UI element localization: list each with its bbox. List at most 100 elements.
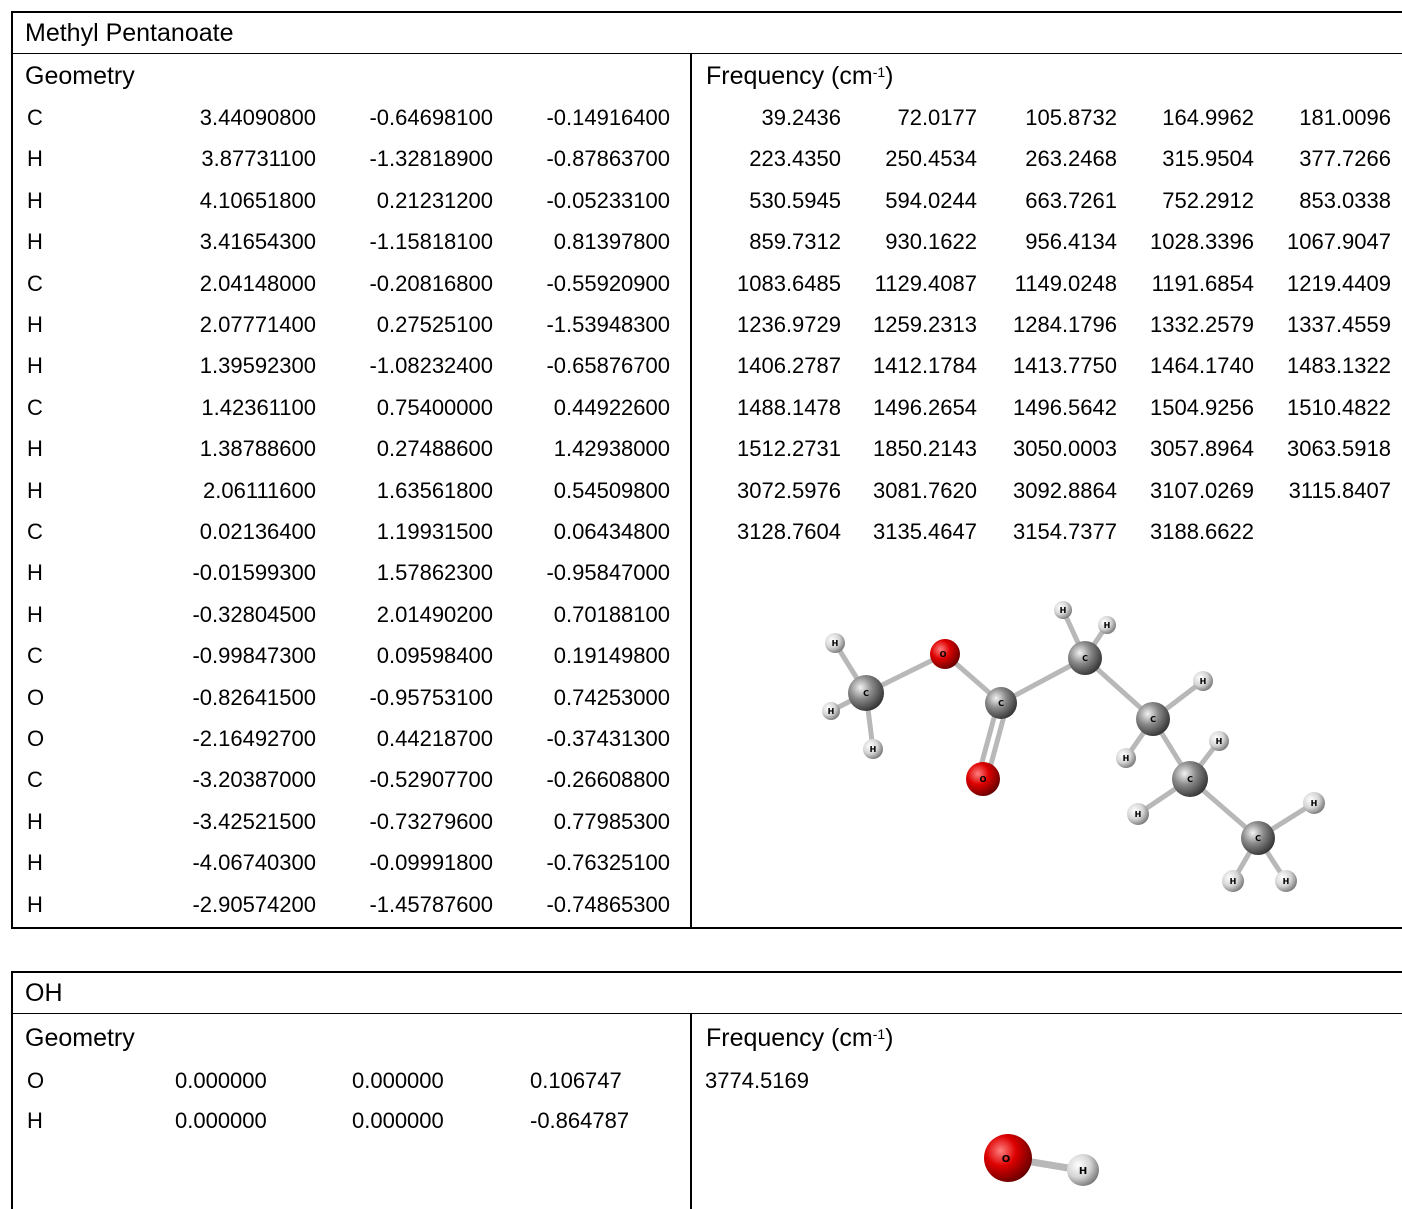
frequency-header: Frequency (cm-1) <box>706 1024 894 1052</box>
frequency-value: 3072.5976 <box>737 477 841 503</box>
molecule-title: Methyl Pentanoate <box>25 19 234 47</box>
frequency-value: 1413.7750 <box>1013 353 1117 379</box>
geometry-coordinate-y: 0.000000 <box>352 1068 444 1093</box>
geometry-coordinate-x: 2.07771400 <box>199 312 316 337</box>
svg-text:C: C <box>1082 654 1088 663</box>
column-divider <box>690 1013 692 1209</box>
geometry-coordinate-x: -0.82641500 <box>192 684 316 710</box>
frequency-value: 263.2468 <box>1025 146 1117 172</box>
geometry-coordinate-z: -0.14916400 <box>546 105 670 130</box>
frequency-value: 39.2436 <box>761 105 841 130</box>
geometry-header: Geometry <box>25 1024 135 1052</box>
frequency-value: 3050.0003 <box>1013 436 1117 462</box>
frequency-value: 752.2912 <box>1162 187 1254 213</box>
geometry-coordinate-z: 0.74253000 <box>553 684 670 710</box>
geometry-element: H <box>27 229 43 255</box>
svg-text:C: C <box>1150 715 1156 724</box>
molecule-title: OH <box>25 979 63 1007</box>
frequency-value: 1510.4822 <box>1287 394 1391 420</box>
molecule-3d-model: H H H O C H C C H C H H H O C H H C H H <box>822 601 1325 892</box>
geometry-coordinate-x: -2.90574200 <box>192 891 316 917</box>
geometry-coordinate-z: 0.81397800 <box>553 229 670 255</box>
svg-text:H: H <box>1135 810 1142 819</box>
svg-text:C: C <box>998 699 1004 708</box>
geometry-element: O <box>27 726 45 751</box>
frequency-value: 1504.9256 <box>1150 394 1254 420</box>
geometry-coordinate-y: 0.44218700 <box>376 726 493 751</box>
geometry-coordinate-y: 1.19931500 <box>376 519 493 544</box>
geometry-coordinate-z: -0.87863700 <box>546 146 670 172</box>
frequency-value: 3128.7604 <box>737 519 841 544</box>
column-divider <box>690 53 692 927</box>
geometry-coordinate-z: 0.19149800 <box>553 643 670 669</box>
frequency-value: 594.0244 <box>885 187 977 213</box>
svg-text:H: H <box>1200 677 1207 686</box>
geometry-coordinate-z: -0.26608800 <box>546 767 670 793</box>
geometry-element: H <box>27 436 43 462</box>
frequency-value: 3188.6622 <box>1150 519 1254 544</box>
svg-text:H: H <box>1104 621 1111 630</box>
frequency-value: 1488.1478 <box>737 394 841 420</box>
frequency-value: 1028.3396 <box>1150 229 1254 255</box>
frequency-value: 1236.9729 <box>737 312 841 337</box>
frequency-value: 1483.1322 <box>1287 353 1391 379</box>
geometry-coordinate-z: 0.106747 <box>530 1068 622 1093</box>
geometry-coordinate-x: 3.87731100 <box>201 146 316 172</box>
svg-text:H: H <box>832 639 839 648</box>
geometry-coordinate-x: 0.02136400 <box>199 519 316 544</box>
frequency-value: 1067.9047 <box>1287 229 1391 255</box>
frequency-value: 1149.0248 <box>1014 270 1117 296</box>
geometry-coordinate-y: -1.45787600 <box>369 891 493 917</box>
molecule-3d-model: O H <box>984 1134 1099 1186</box>
geometry-header: Geometry <box>25 62 135 90</box>
geometry-coordinate-y: -1.32818900 <box>369 146 493 172</box>
geometry-coordinate-x: 0.000000 <box>175 1068 267 1093</box>
geometry-element: H <box>27 187 43 213</box>
geometry-coordinate-x: -0.99847300 <box>192 643 316 669</box>
frequency-value: 1464.1740 <box>1150 353 1254 379</box>
frequency-value: 1412.1784 <box>873 353 977 379</box>
geometry-coordinate-y: -1.08232400 <box>369 353 493 379</box>
geometry-coordinate-y: 0.27488600 <box>376 436 493 462</box>
frequency-value: 3154.7377 <box>1013 519 1117 544</box>
frequency-value: 3092.8864 <box>1013 477 1117 503</box>
geometry-element: H <box>27 146 43 172</box>
geometry-element: H <box>27 601 43 627</box>
geometry-element: C <box>27 105 43 130</box>
geometry-element: H <box>27 477 43 503</box>
geometry-element: C <box>27 394 43 420</box>
oxygen-atom <box>984 1134 1032 1182</box>
geometry-coordinate-x: -0.01599300 <box>192 560 316 586</box>
svg-text:C: C <box>863 689 869 698</box>
geometry-coordinate-y: -0.64698100 <box>369 105 493 130</box>
svg-text:O: O <box>940 650 947 659</box>
geometry-coordinate-x: 0.000000 <box>175 1108 267 1133</box>
frequency-value: 1083.6485 <box>737 270 841 296</box>
frequency-value: 530.5945 <box>749 187 841 213</box>
geometry-coordinate-x: 1.39592300 <box>199 353 316 379</box>
geometry-coordinate-x: 2.06111600 <box>203 477 316 503</box>
geometry-coordinate-y: -0.20816800 <box>369 270 493 296</box>
svg-text:H: H <box>1283 877 1290 886</box>
geometry-coordinate-y: -0.52907700 <box>369 767 493 793</box>
geometry-coordinate-y: -0.09991800 <box>369 850 493 876</box>
geometry-element: C <box>27 643 43 669</box>
frequency-value: 1337.4559 <box>1287 312 1391 337</box>
geometry-coordinate-x: -2.16492700 <box>192 726 316 751</box>
frequency-value: 3057.8964 <box>1150 436 1254 462</box>
geometry-coordinate-y: 1.57862300 <box>376 560 493 586</box>
frequency-value: 1512.2731 <box>737 436 841 462</box>
frequency-value: 1259.2313 <box>873 312 977 337</box>
svg-text:H: H <box>828 707 835 716</box>
frequency-value: 3107.0269 <box>1150 477 1254 503</box>
frequency-value: 223.4350 <box>749 146 841 172</box>
geometry-coordinate-y: 0.27525100 <box>376 312 493 337</box>
geometry-element: H <box>27 808 43 834</box>
geometry-coordinate-y: -0.95753100 <box>369 684 493 710</box>
geometry-coordinate-z: 1.42938000 <box>553 436 670 462</box>
svg-text:H: H <box>870 745 877 754</box>
geometry-coordinate-z: -0.05233100 <box>546 187 670 213</box>
frequency-value: 1496.2654 <box>873 394 977 420</box>
geometry-coordinate-x: 3.44090800 <box>199 105 316 130</box>
frequency-value: 377.7266 <box>1299 146 1391 172</box>
